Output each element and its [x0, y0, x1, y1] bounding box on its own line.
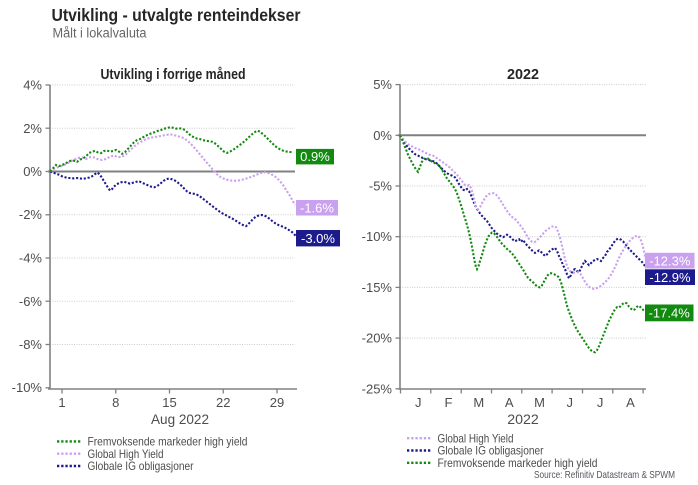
- svg-text:22: 22: [216, 395, 230, 410]
- svg-text:A: A: [505, 395, 514, 410]
- svg-text:Global High Yield: Global High Yield: [438, 431, 514, 445]
- svg-text:J: J: [415, 395, 422, 410]
- svg-text:29: 29: [270, 395, 284, 410]
- svg-text:Globale IG obligasjoner: Globale IG obligasjoner: [88, 459, 194, 473]
- svg-text:-20%: -20%: [362, 331, 393, 346]
- svg-text:2%: 2%: [23, 121, 42, 136]
- svg-text:Aug 2022: Aug 2022: [151, 411, 209, 427]
- svg-text:-5%: -5%: [369, 179, 393, 194]
- svg-text:-6%: -6%: [19, 294, 43, 309]
- svg-text:-12.3%: -12.3%: [649, 253, 691, 268]
- svg-text:0%: 0%: [373, 128, 392, 143]
- svg-text:-15%: -15%: [362, 280, 393, 295]
- svg-text:-10%: -10%: [362, 229, 393, 244]
- svg-text:Fremvoksende markeder high yie: Fremvoksende markeder high yield: [88, 435, 248, 449]
- svg-text:M: M: [473, 395, 484, 410]
- svg-text:1: 1: [58, 395, 65, 410]
- svg-text:2022: 2022: [507, 411, 539, 427]
- svg-text:-25%: -25%: [362, 381, 393, 396]
- svg-text:Source: Refinitiv Datastream &: Source: Refinitiv Datastream & SPWM: [534, 469, 675, 481]
- svg-text:Utvikling - utvalgte renteinde: Utvikling - utvalgte renteindekser: [52, 5, 301, 25]
- svg-text:-12.9%: -12.9%: [649, 270, 691, 285]
- svg-text:0.9%: 0.9%: [300, 149, 330, 164]
- svg-text:A: A: [626, 395, 635, 410]
- svg-text:M: M: [534, 395, 545, 410]
- svg-text:0%: 0%: [23, 164, 42, 179]
- svg-text:-4%: -4%: [19, 251, 43, 266]
- svg-text:-10%: -10%: [12, 380, 43, 395]
- svg-text:4%: 4%: [23, 78, 42, 93]
- svg-text:J: J: [567, 395, 574, 410]
- svg-text:-2%: -2%: [19, 207, 43, 222]
- svg-text:J: J: [597, 395, 604, 410]
- svg-text:-3.0%: -3.0%: [301, 231, 335, 246]
- svg-text:Global High Yield: Global High Yield: [88, 447, 164, 461]
- svg-text:Globale IG obligasjoner: Globale IG obligasjoner: [438, 444, 544, 458]
- svg-text:Fremvoksende markeder high yie: Fremvoksende markeder high yield: [438, 456, 598, 470]
- svg-text:-1.6%: -1.6%: [300, 200, 334, 215]
- svg-text:2022: 2022: [507, 67, 539, 83]
- svg-text:5%: 5%: [373, 77, 392, 92]
- svg-text:8: 8: [112, 395, 119, 410]
- svg-text:-17.4%: -17.4%: [649, 306, 691, 321]
- svg-text:Målt i lokalvaluta: Målt i lokalvaluta: [53, 26, 147, 41]
- svg-text:15: 15: [162, 395, 176, 410]
- svg-text:-8%: -8%: [19, 337, 43, 352]
- svg-text:Utvikling i forrige måned: Utvikling i forrige måned: [101, 67, 246, 83]
- svg-text:F: F: [445, 395, 453, 410]
